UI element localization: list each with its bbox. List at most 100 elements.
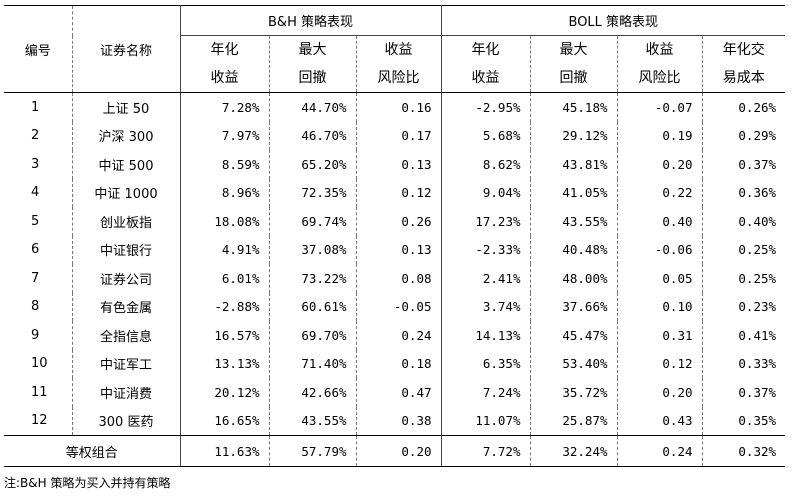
row-boll-trade-cost: 0.41% [738,327,777,343]
row-name: 中证 1000 [72,178,181,207]
row-bh-annual-return: 4.91% [180,235,270,264]
row-name: 证券公司 [72,264,181,293]
row-boll-annual-return: 11.07% [441,406,531,436]
row-bh-annual-return: 13.13% [180,349,270,378]
row-name: 中证银行 [72,235,181,264]
table-row: 11 中证消费 20.12% 42.66% 0.47 7.24% 35.72% 0.20 0.3… [4,378,785,407]
table-body: 1 上证 50 7.28% 44.70% 0.16 -2.95% 45.18% -0.07 0.… [4,92,786,436]
row-bh-return-risk: 0.16 [356,92,442,122]
row-bh-return-risk: 0.24 [356,321,442,350]
row-bh-max-drawdown: 43.55% [269,406,357,436]
row-bh-max-drawdown: 73.22% [269,264,357,293]
row-boll-return-risk: 0.12 [617,349,703,378]
total-bh-return-risk: 0.20 [356,435,442,467]
row-boll-max-drawdown: 43.81% [530,150,618,179]
row-idx: 12 [4,406,73,436]
row-name: 创业板指 [72,207,181,236]
header-boll-group: BOLL 策略表现 [441,5,786,36]
header-boll-annual-return: 年化 收益 [441,35,531,93]
header-idx: 编号 [4,5,73,93]
row-boll-return-risk: 0.22 [617,178,703,207]
table-row: 9 全指信息 16.57% 69.70% 0.24 14.13% 45.47% 0.31 0.4… [4,321,785,350]
total-boll-return-risk: 0.24 [617,435,703,467]
row-boll-return-risk: 0.19 [617,121,703,150]
row-idx: 3 [4,150,73,179]
header-boll-max-drawdown: 最大 回撤 [530,35,618,93]
row-name: 中证军工 [72,349,181,378]
row-bh-max-drawdown: 69.74% [269,207,357,236]
row-bh-return-risk: 0.47 [356,378,442,407]
row-boll-max-drawdown: 45.47% [530,321,618,350]
row-boll-return-risk: 0.20 [617,378,703,407]
row-idx: 9 [4,321,73,350]
row-boll-trade-cost: 0.25% [738,242,777,258]
row-boll-trade-cost: 0.26% [738,99,777,115]
row-bh-return-risk: 0.38 [356,406,442,436]
row-boll-max-drawdown: 43.55% [530,207,618,236]
header-bh-group: B&H 策略表现 [180,5,442,36]
row-name: 中证 500 [72,150,181,179]
row-boll-max-drawdown: 25.87% [530,406,618,436]
row-idx: 4 [4,178,73,207]
row-boll-trade-cost: 0.33% [738,356,777,372]
row-bh-return-risk: 0.17 [356,121,442,150]
row-boll-annual-return: 8.62% [441,150,531,179]
header-bh-max-drawdown: 最大 回撤 [269,35,357,93]
row-boll-return-risk: 0.31 [617,321,703,350]
header-boll-return-risk: 收益 风险比 [617,35,703,93]
row-boll-annual-return: 5.68% [441,121,531,150]
row-boll-trade-cost: 0.23% [738,299,777,315]
row-bh-annual-return: 20.12% [180,378,270,407]
row-idx: 8 [4,292,73,321]
header-bh-annual-return: 年化 收益 [180,35,270,93]
row-name: 300 医药 [72,406,181,436]
table-footer: 等权组合 11.63% 57.79% 0.20 7.72% 32.24% 0.2… [4,435,786,467]
row-bh-max-drawdown: 60.61% [269,292,357,321]
total-boll-max-drawdown: 32.24% [530,435,618,467]
row-boll-trade-cost: 0.29% [738,128,777,144]
row-bh-max-drawdown: 44.70% [269,92,357,122]
row-boll-trade-cost: 0.36% [738,185,777,201]
row-idx: 1 [4,92,73,122]
row-bh-annual-return: 6.01% [180,264,270,293]
row-idx: 5 [4,207,73,236]
total-boll-annual-return: 7.72% [441,435,531,467]
row-bh-return-risk: 0.18 [356,349,442,378]
row-bh-return-risk: -0.05 [356,292,442,321]
total-boll-trade-cost: 0.32% [702,435,786,467]
row-bh-annual-return: -2.88% [180,292,270,321]
table-row: 7 证券公司 6.01% 73.22% 0.08 2.41% 48.00% 0.05 0.25% [4,264,785,293]
row-bh-return-risk: 0.08 [356,264,442,293]
row-idx: 2 [4,121,73,150]
row-bh-max-drawdown: 42.66% [269,378,357,407]
row-boll-return-risk: 0.10 [617,292,703,321]
table-row: 12 300 医药 16.65% 43.55% 0.38 11.07% 25.87% 0.43… [4,406,786,436]
row-bh-max-drawdown: 72.35% [269,178,357,207]
row-bh-annual-return: 18.08% [180,207,270,236]
row-boll-return-risk: 0.20 [617,150,703,179]
row-boll-annual-return: 9.04% [441,178,531,207]
row-bh-annual-return: 16.57% [180,321,270,350]
table-row: 1 上证 50 7.28% 44.70% 0.16 -2.95% 45.18% -0.07 0.… [4,92,785,122]
row-boll-max-drawdown: 37.66% [530,292,618,321]
row-boll-annual-return: 3.74% [441,292,531,321]
table-row: 10 中证军工 13.13% 71.40% 0.18 6.35% 53.40% 0.12 0.3… [4,349,785,378]
row-boll-max-drawdown: 40.48% [530,235,618,264]
row-boll-trade-cost: 0.37% [738,384,777,400]
row-boll-max-drawdown: 53.40% [530,349,618,378]
row-boll-trade-cost: 0.40% [738,213,777,229]
row-bh-return-risk: 0.13 [356,150,442,179]
header-boll-trade-cost: 年化交 易成本 [702,35,786,93]
row-bh-annual-return: 7.28% [180,92,270,122]
row-name: 沪深 300 [72,121,181,150]
table-row: 5 创业板指 18.08% 69.74% 0.26 17.23% 43.55% 0.40 0.4… [4,207,785,236]
row-bh-annual-return: 16.65% [180,406,270,436]
row-boll-return-risk: 0.40 [617,207,703,236]
row-idx: 6 [4,235,73,264]
row-bh-return-risk: 0.12 [356,178,442,207]
row-bh-annual-return: 8.96% [180,178,270,207]
row-bh-return-risk: 0.26 [356,207,442,236]
table-row: 8 有色金属 -2.88% 60.61% -0.05 3.74% 37.66% 0.10 0.2… [4,292,785,321]
row-boll-annual-return: -2.33% [441,235,531,264]
